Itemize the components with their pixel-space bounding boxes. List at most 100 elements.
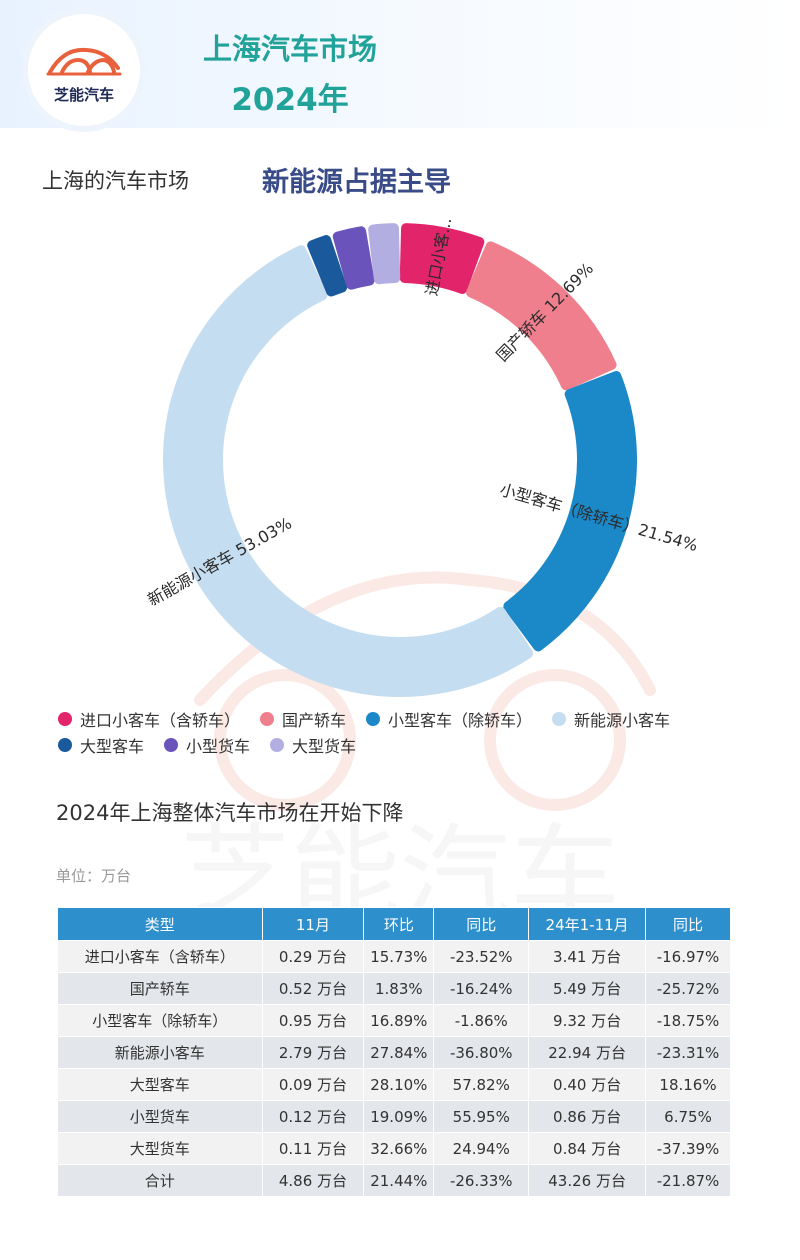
table-row: 国产轿车 0.52 万台 1.83% -16.24% 5.49 万台 -25.72%: [57, 972, 731, 1005]
table-cell: 19.09%: [363, 1100, 435, 1133]
legend-swatch: [164, 738, 179, 752]
table-cell: 0.86 万台: [528, 1100, 647, 1133]
donut-slice: [399, 223, 485, 294]
table-cell: -25.72%: [645, 972, 731, 1005]
table-cell: 21.44%: [363, 1164, 435, 1197]
column-header: 类型: [57, 907, 263, 941]
table-cell: 新能源小客车: [57, 1036, 263, 1069]
table-cell: -37.39%: [645, 1132, 731, 1165]
legend-swatch: [270, 738, 285, 752]
table-cell: 57.82%: [433, 1068, 530, 1101]
table-row: 合计 4.86 万台 21.44% -26.33% 43.26 万台 -21.87%: [57, 1164, 731, 1197]
column-header: 同比: [433, 907, 530, 941]
legend-swatch: [260, 712, 275, 726]
column-header: 24年1-11月: [528, 907, 647, 941]
column-header: 环比: [363, 907, 435, 941]
table-row: 进口小客车（含轿车） 0.29 万台 15.73% -23.52% 3.41 万台 -16…: [57, 940, 731, 973]
table-cell: 大型客车: [57, 1068, 263, 1101]
table-cell: 43.26 万台: [528, 1164, 647, 1197]
table-header-row: 类型 11月 环比 同比 24年1-11月 同比: [57, 907, 731, 941]
table-row: 新能源小客车 2.79 万台 27.84% -36.80% 22.94 万台 -23.31…: [57, 1036, 731, 1069]
page-title: 上海汽车市场: [202, 32, 377, 66]
logo-text: 芝能汽车: [53, 86, 114, 104]
table-cell: 1.83%: [363, 972, 435, 1005]
legend-label: 大型货车: [292, 737, 357, 756]
table-cell: -16.97%: [645, 940, 731, 973]
table-cell: 0.09 万台: [261, 1068, 365, 1101]
legend-swatch: [58, 738, 72, 752]
table-cell: 0.29 万台: [261, 940, 365, 973]
table-cell: 24.94%: [433, 1132, 530, 1165]
table-row: 小型货车 0.12 万台 19.09% 55.95% 0.86 万台 6.75%: [57, 1100, 731, 1133]
table-cell: 15.73%: [363, 940, 435, 973]
table-cell: 27.84%: [363, 1036, 435, 1069]
car-logo-icon: [46, 47, 122, 76]
table-cell: 55.95%: [433, 1100, 530, 1133]
table-cell: 国产轿车: [57, 972, 263, 1005]
table-cell: 2.79 万台: [261, 1036, 365, 1069]
table-cell: 0.12 万台: [261, 1100, 365, 1133]
table-cell: 16.89%: [363, 1004, 435, 1037]
logo: 芝能汽车: [28, 14, 140, 126]
donut-slice: [332, 226, 375, 290]
table-cell: -1.86%: [433, 1004, 530, 1037]
table-cell: 进口小客车（含轿车）: [57, 940, 263, 973]
table-cell: 18.16%: [645, 1068, 731, 1101]
donut-slice: [163, 245, 534, 697]
legend-row: 大型客车 小型货车 大型货车: [58, 732, 758, 758]
legend-label: 国产轿车: [282, 711, 347, 730]
table-cell: -26.33%: [433, 1164, 530, 1197]
table-cell: 4.86 万台: [261, 1164, 365, 1197]
section-title: 上海的汽车市场: [42, 169, 189, 193]
table-cell: -16.24%: [433, 972, 530, 1005]
table-cell: 3.41 万台: [528, 940, 647, 973]
table-cell: 28.10%: [363, 1068, 435, 1101]
table-cell: 6.75%: [645, 1100, 731, 1133]
table-cell: 小型货车: [57, 1100, 263, 1133]
table-section-title: 2024年上海整体汽车市场在开始下降: [56, 801, 404, 825]
table-cell: -21.87%: [645, 1164, 731, 1197]
data-table: 类型 11月 环比 同比 24年1-11月 同比 进口小客车（含轿车） 0.29 万台 15.…: [57, 907, 731, 1197]
legend-label: 小型客车（除轿车）: [388, 711, 533, 730]
table-cell: 0.84 万台: [528, 1132, 647, 1165]
table-cell: 32.66%: [363, 1132, 435, 1165]
legend-item: 新能源小客车: [552, 707, 670, 731]
donut-slice: [368, 223, 401, 285]
table-cell: -23.52%: [433, 940, 530, 973]
legend-item: 进口小客车（含轿车）: [58, 707, 240, 731]
legend-swatch: [552, 712, 567, 726]
unit-label: 单位：万台: [56, 867, 132, 885]
legend-item: 小型货车: [164, 733, 250, 757]
legend-label: 进口小客车（含轿车）: [80, 711, 241, 730]
legend-item: 小型客车（除轿车）: [366, 707, 532, 731]
table-cell: -18.75%: [645, 1004, 731, 1037]
legend-swatch: [366, 712, 381, 726]
table-cell: 合计: [57, 1164, 263, 1197]
donut-slice: [466, 241, 617, 391]
table-cell: 0.11 万台: [261, 1132, 365, 1165]
chart-legend: 进口小客车（含轿车） 国产轿车 小型客车（除轿车） 新能源小客车大型客车 小型货车 大型货…: [58, 706, 758, 758]
legend-item: 国产轿车: [260, 707, 346, 731]
table-cell: 5.49 万台: [528, 972, 647, 1005]
table-row: 大型货车 0.11 万台 32.66% 24.94% 0.84 万台 -37.39%: [57, 1132, 731, 1165]
table-cell: 大型货车: [57, 1132, 263, 1165]
table-cell: 0.95 万台: [261, 1004, 365, 1037]
legend-item: 大型客车: [58, 733, 144, 757]
table-row: 小型客车（除轿车） 0.95 万台 16.89% -1.86% 9.32 万台 -18.7…: [57, 1004, 731, 1037]
table-body: 进口小客车（含轿车） 0.29 万台 15.73% -23.52% 3.41 万台 -16…: [57, 940, 731, 1197]
table-cell: 9.32 万台: [528, 1004, 647, 1037]
legend-row: 进口小客车（含轿车） 国产轿车 小型客车（除轿车） 新能源小客车: [58, 706, 758, 732]
table-cell: 0.40 万台: [528, 1068, 647, 1101]
donut-slice: [307, 235, 348, 297]
table-cell: 22.94 万台: [528, 1036, 647, 1069]
legend-swatch: [58, 712, 72, 726]
column-header: 11月: [261, 907, 365, 941]
table-cell: 0.52 万台: [261, 972, 365, 1005]
donut-slice: [503, 371, 637, 652]
page-year: 2024年: [231, 82, 349, 118]
legend-item: 大型货车: [270, 733, 356, 757]
column-header: 同比: [645, 907, 731, 941]
section-tagline: 新能源占据主导: [262, 167, 451, 198]
table-cell: -23.31%: [645, 1036, 731, 1069]
